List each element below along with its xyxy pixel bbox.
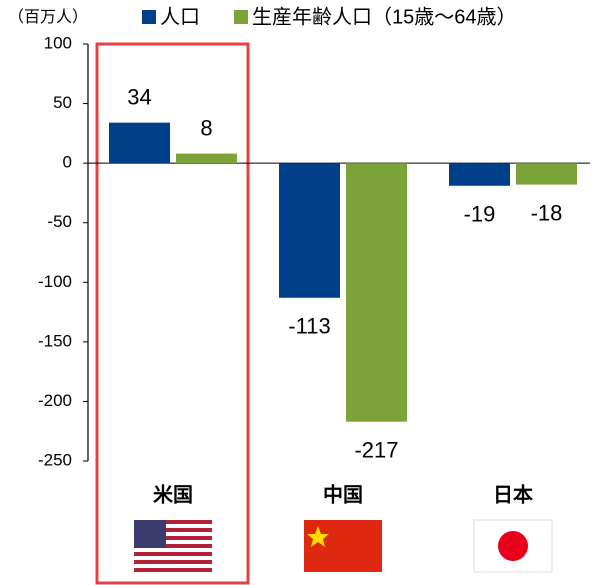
value-label: 8 — [200, 115, 212, 140]
bar — [516, 163, 577, 185]
bar — [176, 153, 237, 164]
flag-us — [134, 520, 212, 572]
y-tick-label: -150 — [38, 331, 72, 350]
y-tick-label: -100 — [38, 272, 72, 291]
y-tick-label: -250 — [38, 450, 72, 469]
bar — [279, 163, 340, 298]
y-unit-label: （百万人） — [8, 8, 88, 26]
x-tick-label: 中国 — [323, 482, 363, 506]
x-tick-label: 日本 — [493, 483, 533, 506]
value-label: -113 — [288, 314, 330, 339]
value-label: -217 — [354, 437, 398, 462]
y-tick-label: 100 — [44, 33, 72, 52]
legend-swatch — [142, 10, 156, 24]
highlight-box — [95, 42, 250, 585]
bar — [109, 122, 170, 164]
value-label: -18 — [531, 200, 563, 225]
y-tick-label: -50 — [47, 212, 72, 231]
y-tick-label: 50 — [53, 93, 72, 112]
legend-label: 生産年齢人口（15歳～64歳） — [252, 5, 517, 28]
value-label: 34 — [127, 84, 151, 109]
legend-swatch — [234, 10, 248, 24]
flag-china — [304, 520, 382, 572]
value-label: -19 — [464, 202, 496, 227]
legend-label: 人口 — [160, 5, 200, 28]
bar — [449, 163, 510, 186]
bar — [346, 163, 407, 422]
x-tick-label: 米国 — [153, 483, 193, 506]
y-tick-label: -200 — [38, 391, 72, 410]
y-tick-label: 0 — [63, 153, 72, 172]
flag-japan — [473, 519, 553, 573]
